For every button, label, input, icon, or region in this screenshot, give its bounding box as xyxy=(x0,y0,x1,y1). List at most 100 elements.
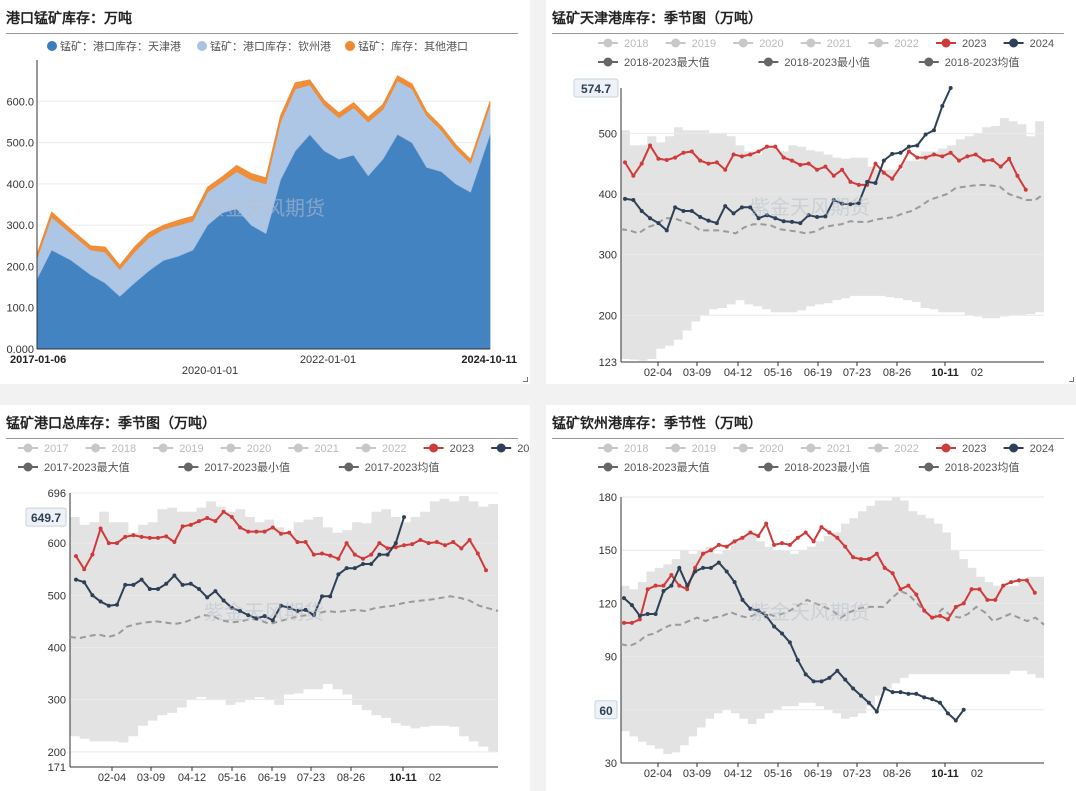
data-point xyxy=(139,534,144,539)
legend-marker xyxy=(806,38,816,48)
y-tick-label: 300 xyxy=(48,695,66,707)
legend-marker xyxy=(924,462,934,472)
data-point xyxy=(484,568,488,573)
legend-marker xyxy=(603,57,613,67)
data-point xyxy=(197,587,201,592)
resize-handle[interactable] xyxy=(1069,377,1074,382)
legend-entry: 2020 xyxy=(247,443,271,455)
legend-marker xyxy=(671,443,681,453)
resize-handle[interactable] xyxy=(523,377,528,382)
data-point xyxy=(623,160,627,165)
y-tick-label: 500.0 xyxy=(6,138,34,150)
data-point xyxy=(748,530,753,535)
data-point xyxy=(764,613,769,618)
data-point xyxy=(205,516,210,521)
legend-entry: 2017-2023最小值 xyxy=(204,461,290,474)
data-point xyxy=(965,154,970,159)
legend-entry: 2018 xyxy=(112,443,136,455)
data-point xyxy=(631,173,636,178)
data-point xyxy=(246,529,251,534)
data-point xyxy=(843,677,848,682)
seasonal-line-chart: 2018 2019 2020 2021 2022 2023 2024 2018-2023最大值… xyxy=(573,38,1054,379)
data-point xyxy=(677,565,682,570)
x-tick-label: 02 xyxy=(971,768,983,780)
data-point xyxy=(866,557,871,562)
area-series xyxy=(36,75,491,270)
legend-entry: 2023 xyxy=(962,443,986,455)
data-point xyxy=(402,543,406,548)
data-point xyxy=(637,613,642,618)
data-point xyxy=(823,214,828,219)
data-point xyxy=(706,161,711,166)
data-point xyxy=(369,552,374,557)
data-point xyxy=(393,541,398,546)
data-point xyxy=(82,580,87,585)
y-tick-label: 150 xyxy=(599,545,617,557)
legend-entry: 2019 xyxy=(692,443,716,455)
data-point xyxy=(221,509,226,514)
x-tick-label: 05-16 xyxy=(218,772,246,784)
data-point xyxy=(898,150,903,155)
x-tick-label: 08-26 xyxy=(883,367,911,379)
data-point xyxy=(352,552,357,557)
data-point xyxy=(279,603,283,608)
legend-entry: 2018 xyxy=(624,443,648,455)
data-point xyxy=(115,541,119,546)
data-point xyxy=(246,613,251,618)
data-point xyxy=(756,608,761,613)
legend-marker xyxy=(23,462,33,472)
data-point xyxy=(74,554,78,559)
data-point xyxy=(922,608,927,613)
data-point xyxy=(931,152,936,157)
panel-title: 锰矿钦州港库存：季节性（万吨） xyxy=(552,416,762,432)
data-point xyxy=(940,104,945,109)
data-point xyxy=(898,164,903,169)
data-point xyxy=(664,228,669,233)
legend-marker xyxy=(226,443,236,453)
panel-title: 港口锰矿库存：万吨 xyxy=(6,11,132,27)
data-point xyxy=(732,539,737,544)
data-point xyxy=(764,213,769,218)
data-point xyxy=(328,553,333,558)
data-point xyxy=(840,201,845,206)
data-point xyxy=(930,697,935,702)
data-point xyxy=(669,583,674,588)
data-point xyxy=(689,149,694,154)
data-point xyxy=(467,537,472,542)
data-point xyxy=(303,607,308,612)
data-point xyxy=(623,196,627,201)
data-point xyxy=(106,603,111,608)
legend-entry: 2022 xyxy=(894,443,918,455)
legend-entry: 2018-2023均值 xyxy=(945,461,1020,474)
data-point xyxy=(303,540,308,545)
data-point xyxy=(874,551,879,556)
data-point xyxy=(982,158,987,163)
data-point xyxy=(811,679,816,684)
data-point xyxy=(426,541,431,546)
legend-entry: 2018-2023最小值 xyxy=(784,56,870,69)
y-tick-label: 696 xyxy=(48,488,66,500)
legend-marker xyxy=(23,443,33,453)
data-point xyxy=(328,594,333,599)
data-point xyxy=(653,583,658,588)
data-point xyxy=(82,567,87,572)
data-point xyxy=(787,542,792,547)
mean-line xyxy=(620,183,1045,235)
title-divider xyxy=(6,438,518,439)
legend-entry: 2017-2023最大值 xyxy=(44,460,130,474)
data-point xyxy=(906,691,911,696)
data-point xyxy=(938,613,942,618)
data-point xyxy=(923,132,928,137)
data-point xyxy=(865,179,870,184)
data-point xyxy=(172,540,177,545)
data-point xyxy=(806,161,811,166)
y-tick-label: 0.000 xyxy=(6,344,34,356)
stacked-area-chart: 锰矿：港口库存：天津港 锰矿：港口库存：钦州港 锰矿：库存：其他港口 0.000 100… xyxy=(6,39,517,377)
data-point xyxy=(685,587,690,592)
data-point xyxy=(848,202,853,207)
data-point xyxy=(898,587,903,592)
x-tick-label: 02 xyxy=(971,367,983,379)
latest-value-box xyxy=(594,700,618,720)
data-point xyxy=(1001,583,1006,588)
data-point xyxy=(229,515,234,520)
